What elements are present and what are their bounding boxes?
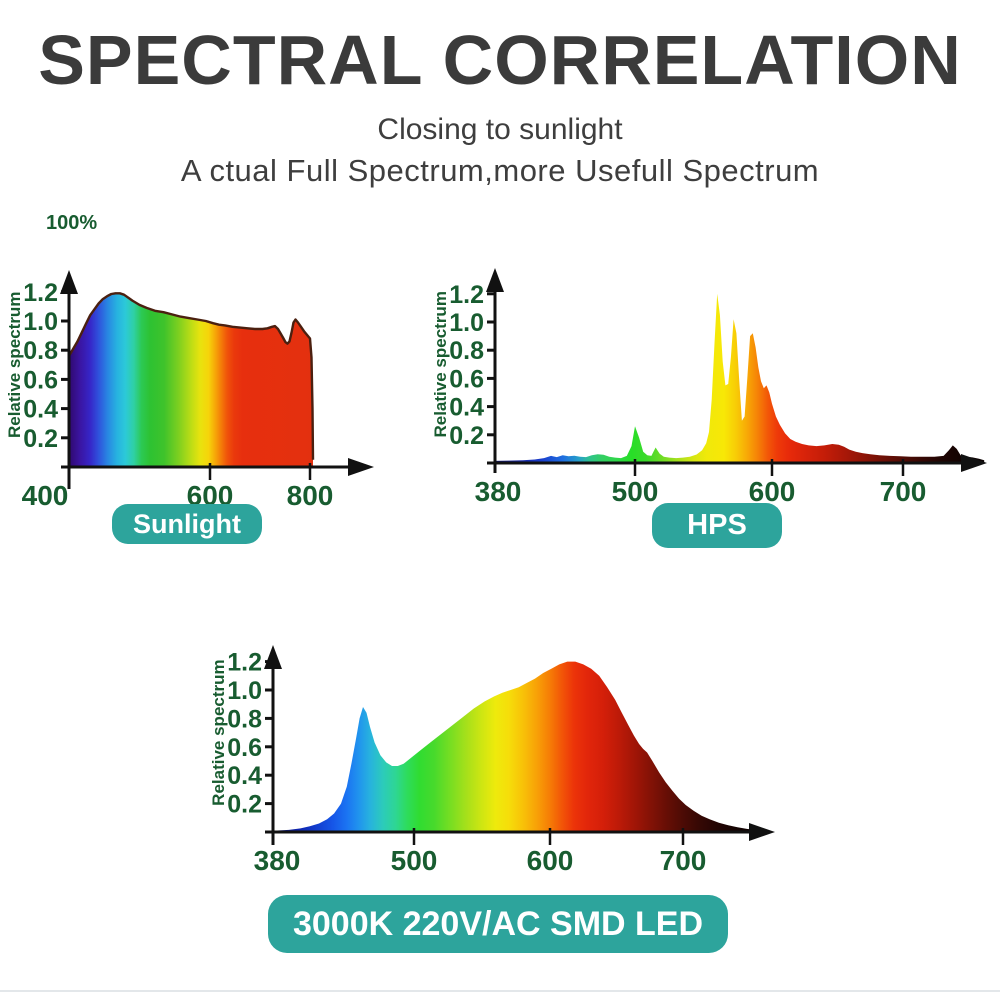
y-tick-label: 1.2 (449, 281, 484, 309)
y-tick-label: 1.2 (23, 279, 58, 307)
x-tick-label: 700 (660, 845, 707, 876)
x-tick-label: 700 (880, 476, 927, 507)
y-tick-label: 1.2 (227, 649, 262, 677)
x-tick-label: 800 (287, 480, 334, 511)
x-tick-label: 600 (749, 476, 796, 507)
subtitle-line-1: Closing to sunlight (377, 113, 623, 146)
y-tick-label: 0.4 (227, 762, 262, 790)
x-axis-arrow-icon (961, 454, 987, 472)
y-tick-label: 1.0 (227, 677, 262, 705)
y-tick-label: 0.2 (449, 422, 484, 450)
x-tick-label: 500 (391, 845, 438, 876)
y-axis-arrow-icon (60, 270, 78, 294)
y-axis-arrow-icon (486, 268, 504, 292)
y-tick-label: 0.6 (227, 734, 262, 762)
sunlight-area (69, 293, 313, 467)
hundred-percent-label: 100% (46, 212, 98, 234)
led-spectrum-chart: 0.20.40.60.81.01.2 380 500 600 700 Relative s… (209, 645, 775, 876)
x-tick-label: 380 (254, 845, 301, 876)
y-axis-arrow-icon (264, 645, 282, 669)
x-axis-arrow-icon (348, 458, 374, 476)
y-tick-label: 0.8 (449, 337, 484, 365)
y-tick-label: 0.6 (23, 366, 58, 394)
x-axis-arrow-icon (749, 823, 775, 841)
page-title: SPECTRAL CORRELATION (38, 21, 962, 99)
y-tick-label: 0.8 (227, 705, 262, 733)
y-tick-label: 0.4 (23, 396, 58, 424)
hps-badge: HPS (652, 503, 782, 548)
y-tick-label: 0.8 (23, 337, 58, 365)
subtitle-line-2: A ctual Full Spectrum,more Usefull Spect… (180, 153, 820, 188)
y-tick-label: 0.6 (449, 365, 484, 393)
y-tick-label: 1.0 (449, 309, 484, 337)
y-axis-title: Relative spectrum (5, 292, 24, 438)
x-tick-label: 600 (527, 845, 574, 876)
x-tick-label: 380 (475, 476, 522, 507)
sunlight-curve-outline (67, 292, 315, 460)
hps-area (495, 293, 985, 463)
hps-spectrum-chart: 0.20.40.60.81.01.2 380 500 600 700 Relative s… (431, 268, 987, 507)
y-tick-label: 0.4 (449, 394, 484, 422)
sunlight-badge: Sunlight (112, 504, 262, 544)
y-axis-title: Relative spectrum (431, 291, 450, 437)
x-tick-label: 500 (612, 476, 659, 507)
y-tick-label: 0.2 (23, 425, 58, 453)
footer-divider (0, 990, 1000, 992)
y-tick-label: 0.2 (227, 791, 262, 819)
led-area (275, 661, 763, 832)
y-axis-title: Relative spectrum (209, 659, 228, 805)
x-tick-label: 400 (22, 480, 69, 511)
y-tick-label: 1.0 (23, 308, 58, 336)
led-badge: 3000K 220V/AC SMD LED (268, 895, 728, 953)
